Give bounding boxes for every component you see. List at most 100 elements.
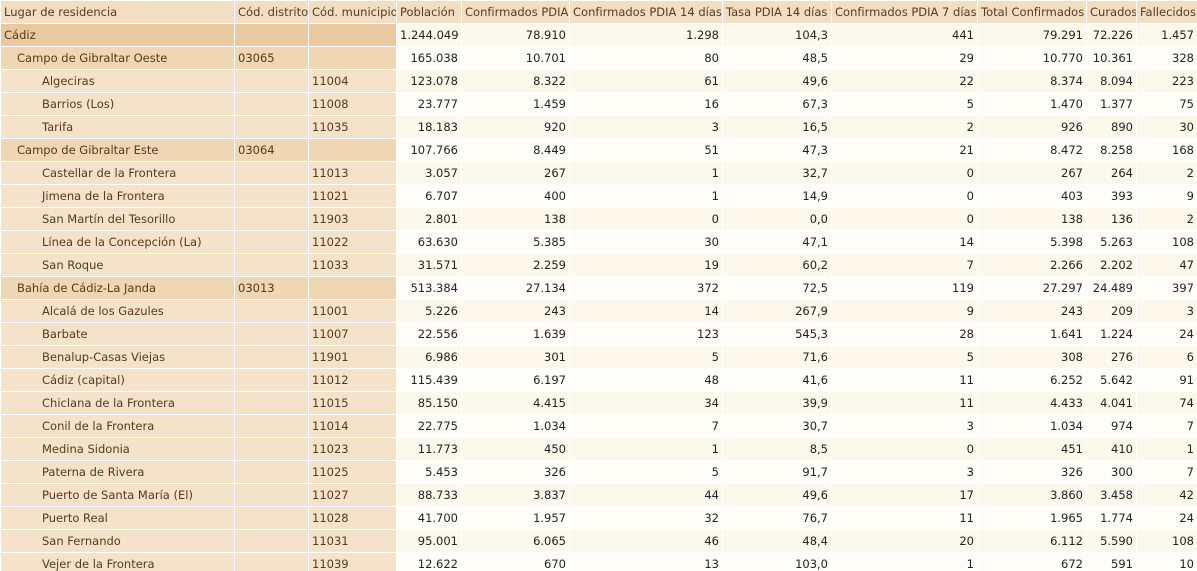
label-cell: 03064 — [234, 138, 309, 162]
label-cell: Paterna de Rivera — [0, 460, 235, 484]
value-cell: 1.774 — [1086, 506, 1137, 530]
value-cell: 403 — [977, 184, 1087, 208]
value-cell: 393 — [1086, 184, 1137, 208]
value-cell: 276 — [1086, 345, 1137, 369]
label-cell — [234, 529, 309, 553]
value-cell: 920 — [461, 115, 570, 139]
value-cell: 47,1 — [722, 230, 832, 254]
value-cell: 410 — [1086, 437, 1137, 461]
value-cell: 14,9 — [722, 184, 832, 208]
value-cell: 264 — [1086, 161, 1137, 185]
value-cell: 71,6 — [722, 345, 832, 369]
value-cell: 1 — [569, 437, 723, 461]
label-cell: 11025 — [308, 460, 397, 484]
table-row: Conil de la Frontera 11014 22.775 1.034 7 30,… — [0, 414, 1197, 438]
value-cell: 223 — [1136, 69, 1197, 93]
column-header: Curados — [1086, 0, 1137, 24]
value-cell: 5.642 — [1086, 368, 1137, 392]
value-cell: 1 — [569, 161, 723, 185]
value-cell: 49,6 — [722, 483, 832, 507]
table-row: Cádiz (capital) 11012 115.439 6.197 48 41,6 11… — [0, 368, 1197, 392]
label-cell: Vejer de la Frontera — [0, 552, 235, 571]
label-cell: Conil de la Frontera — [0, 414, 235, 438]
label-cell: Cádiz (capital) — [0, 368, 235, 392]
value-cell: 49,6 — [722, 69, 832, 93]
table-row: Algeciras 11004 123.078 8.322 61 49,6 22 8.374 8… — [0, 69, 1197, 93]
value-cell: 24 — [1136, 322, 1197, 346]
value-cell: 24 — [1136, 506, 1197, 530]
value-cell: 22.556 — [396, 322, 462, 346]
value-cell: 0 — [569, 207, 723, 231]
label-cell: San Martín del Tesorillo — [0, 207, 235, 231]
value-cell: 5 — [831, 92, 978, 116]
value-cell: 301 — [461, 345, 570, 369]
value-cell: 11 — [831, 506, 978, 530]
value-cell: 123 — [569, 322, 723, 346]
label-cell: 11031 — [308, 529, 397, 553]
value-cell: 4.433 — [977, 391, 1087, 415]
value-cell: 72,5 — [722, 276, 832, 300]
value-cell: 31.571 — [396, 253, 462, 277]
label-cell — [308, 138, 397, 162]
value-cell: 61 — [569, 69, 723, 93]
value-cell: 11.773 — [396, 437, 462, 461]
value-cell: 1.298 — [569, 23, 723, 47]
value-cell: 44 — [569, 483, 723, 507]
value-cell: 48 — [569, 368, 723, 392]
label-cell: Algeciras — [0, 69, 235, 93]
value-cell: 1.965 — [977, 506, 1087, 530]
value-cell: 41,6 — [722, 368, 832, 392]
value-cell: 4.041 — [1086, 391, 1137, 415]
value-cell: 7 — [1136, 460, 1197, 484]
label-cell: Barrios (Los) — [0, 92, 235, 116]
label-cell: 11022 — [308, 230, 397, 254]
value-cell: 0 — [831, 207, 978, 231]
value-cell: 397 — [1136, 276, 1197, 300]
value-cell: 51 — [569, 138, 723, 162]
value-cell: 591 — [1086, 552, 1137, 571]
label-cell — [234, 253, 309, 277]
table-row: Paterna de Rivera 11025 5.453 326 5 91,7 3 326 3… — [0, 460, 1197, 484]
value-cell: 267 — [977, 161, 1087, 185]
value-cell: 450 — [461, 437, 570, 461]
label-cell: 11001 — [308, 299, 397, 323]
value-cell: 12.622 — [396, 552, 462, 571]
value-cell: 27.297 — [977, 276, 1087, 300]
label-cell — [234, 345, 309, 369]
value-cell: 5 — [831, 345, 978, 369]
table-row: Alcalá de los Gazules 11001 5.226 243 14 267,… — [0, 299, 1197, 323]
value-cell: 0 — [831, 161, 978, 185]
label-cell: 11027 — [308, 483, 397, 507]
value-cell: 1.457 — [1136, 23, 1197, 47]
value-cell: 7 — [1136, 414, 1197, 438]
value-cell: 75 — [1136, 92, 1197, 116]
value-cell: 5.453 — [396, 460, 462, 484]
label-cell: Barbate — [0, 322, 235, 346]
table-row: San Martín del Tesorillo 11903 2.801 138 0 0,… — [0, 207, 1197, 231]
value-cell: 76,7 — [722, 506, 832, 530]
table-row: Bahía de Cádiz-La Janda 03013 513.384 27.13… — [0, 276, 1197, 300]
value-cell: 7 — [569, 414, 723, 438]
value-cell: 8.322 — [461, 69, 570, 93]
label-cell — [234, 161, 309, 185]
value-cell: 0 — [831, 184, 978, 208]
value-cell: 1.244.049 — [396, 23, 462, 47]
label-cell: 11007 — [308, 322, 397, 346]
label-cell: 11008 — [308, 92, 397, 116]
value-cell: 5.398 — [977, 230, 1087, 254]
label-cell: Castellar de la Frontera — [0, 161, 235, 185]
label-cell — [234, 552, 309, 571]
label-cell: 11028 — [308, 506, 397, 530]
table-row: San Fernando 11031 95.001 6.065 46 48,4 20 6.11… — [0, 529, 1197, 553]
value-cell: 2 — [1136, 161, 1197, 185]
value-cell: 300 — [1086, 460, 1137, 484]
value-cell: 3 — [831, 460, 978, 484]
value-cell: 545,3 — [722, 322, 832, 346]
table-row: Cádiz 1.244.049 78.910 1.298 104,3 441 79.291 7… — [0, 23, 1197, 47]
table-row: Medina Sidonia 11023 11.773 450 1 8,5 0 451 410 1 — [0, 437, 1197, 461]
column-header: Lugar de residencia — [0, 0, 235, 24]
value-cell: 0 — [831, 437, 978, 461]
value-cell: 91,7 — [722, 460, 832, 484]
value-cell: 104,3 — [722, 23, 832, 47]
